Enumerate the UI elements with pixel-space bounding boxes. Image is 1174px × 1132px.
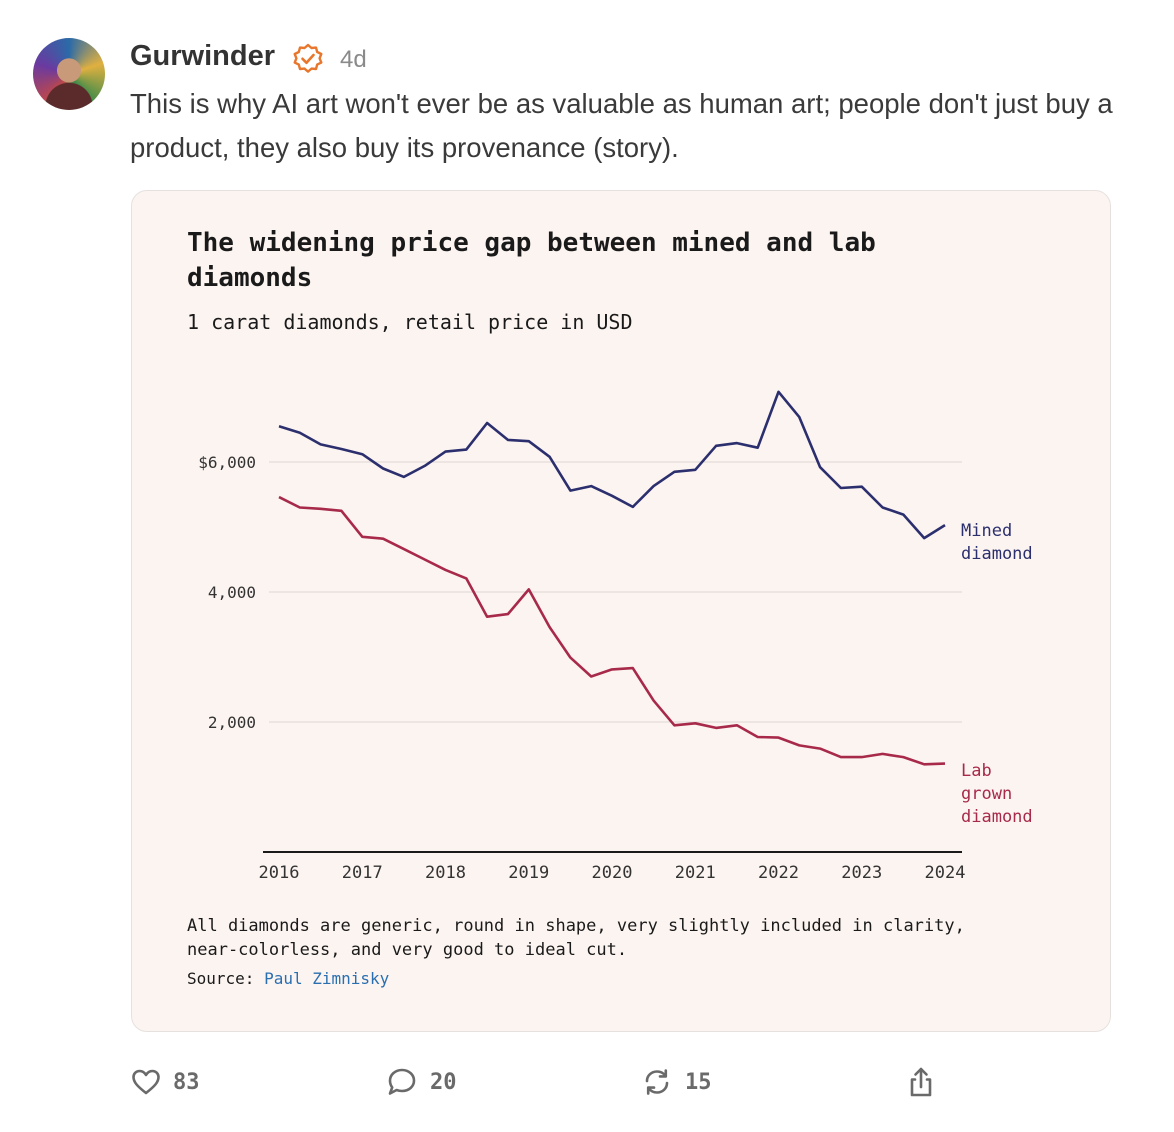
series-label: grown — [961, 784, 1012, 804]
like-count: 83 — [173, 1069, 200, 1095]
share-icon — [910, 1067, 932, 1097]
share-button[interactable] — [905, 1062, 937, 1102]
source-label: Source: — [187, 969, 255, 988]
y-tick-label: 4,000 — [208, 583, 256, 602]
restack-icon — [645, 1069, 669, 1095]
series-label: Mined — [961, 521, 1012, 541]
restack-count: 15 — [685, 1069, 712, 1095]
x-tick-label: 2017 — [342, 863, 383, 883]
series-label: Lab — [961, 761, 992, 781]
series-line-mined — [278, 390, 946, 540]
author-name[interactable]: Gurwinder — [130, 40, 276, 72]
x-tick-label: 2020 — [592, 863, 633, 883]
comment-icon — [388, 1068, 416, 1095]
x-tick-label: 2019 — [508, 863, 549, 883]
x-tick-label: 2023 — [841, 863, 882, 883]
chart-card: The widening price gap between mined and… — [131, 190, 1111, 1032]
series-line-lab — [278, 495, 946, 766]
series-label: diamond — [961, 544, 1033, 564]
line-chart: 2,000 4,000 $6,000 2016 2017 2018 2019 2020 2021… — [198, 390, 1033, 883]
y-tick-label: $6,000 — [198, 453, 256, 472]
restack-button[interactable]: 15 — [641, 1062, 712, 1102]
x-tick-label: 2016 — [259, 863, 300, 883]
series-label: diamond — [961, 807, 1033, 827]
x-tick-label: 2021 — [675, 863, 716, 883]
source-link[interactable]: Paul Zimnisky — [264, 969, 390, 988]
x-tick-label: 2018 — [425, 863, 466, 883]
verified-icon — [293, 43, 323, 73]
chart-subtitle: 1 carat diamonds, retail price in USD — [187, 310, 633, 334]
comment-count: 20 — [430, 1069, 457, 1095]
avatar[interactable] — [33, 38, 105, 110]
y-tick-label: 2,000 — [208, 713, 256, 732]
x-tick-label: 2022 — [758, 863, 799, 883]
comment-button[interactable]: 20 — [386, 1062, 457, 1102]
chart-source: Source: Paul Zimnisky — [187, 969, 389, 988]
chart-note: All diamonds are generic, round in shape… — [187, 916, 965, 960]
post-time[interactable]: 4d — [340, 46, 367, 73]
chart-title: The widening price gap between mined and… — [187, 228, 876, 293]
like-button[interactable]: 83 — [131, 1062, 200, 1102]
heart-icon — [132, 1069, 160, 1095]
x-tick-label: 2024 — [925, 863, 966, 883]
post-body: This is why AI art won't ever be as valu… — [130, 88, 1113, 163]
